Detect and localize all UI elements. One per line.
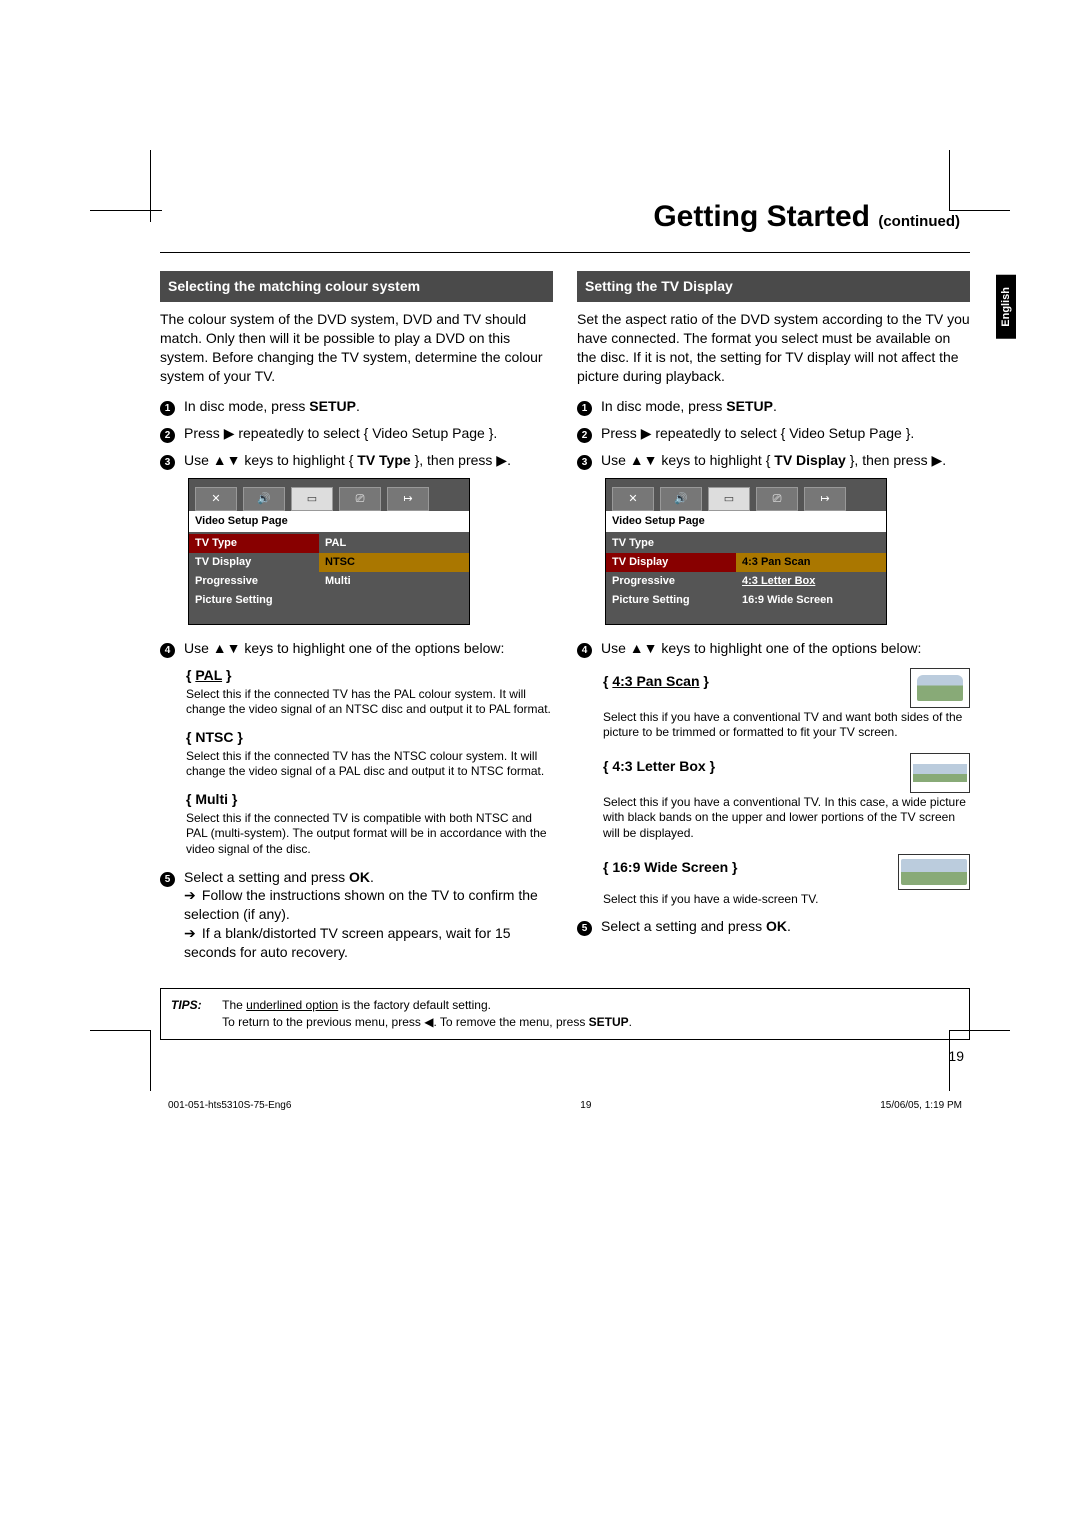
right-opt-letterbox-desc: Select this if you have a conventional T…: [603, 795, 970, 842]
left-opt-pal-desc: Select this if the connected TV has the …: [186, 687, 553, 718]
menu-item: TV Display: [606, 553, 736, 572]
updown-arrow-icon: ▲▼: [630, 640, 658, 656]
menu-value: 4:3 Pan Scan: [736, 553, 886, 572]
right-step-4: Use ▲▼ keys to highlight one of the opti…: [601, 639, 970, 658]
left-opt-ntsc: { NTSC }: [186, 728, 553, 747]
menu-value: 16:9 Wide Screen: [736, 591, 886, 610]
right-arrow-icon: ▶: [224, 425, 235, 441]
right-step-5: Select a setting and press OK.: [601, 917, 970, 936]
menu-tab-audio-icon: 🔊: [660, 487, 702, 511]
left-step-5: Select a setting and press OK. ➔ Follow …: [184, 868, 553, 962]
menu-item: TV Type: [189, 534, 319, 553]
left-menu-header: Video Setup Page: [189, 511, 469, 532]
menu-tab-audio-icon: 🔊: [243, 487, 285, 511]
left-step-3: Use ▲▼ keys to highlight { TV Type }, th…: [184, 451, 553, 470]
letterbox-thumbnail-icon: [910, 753, 970, 793]
right-column: Setting the TV Display Set the aspect ra…: [577, 271, 970, 970]
menu-tab-preference-icon: ⎚: [756, 487, 798, 511]
step-2-bullet: 2: [160, 428, 175, 443]
left-step-4: Use ▲▼ keys to highlight one of the opti…: [184, 639, 553, 658]
panscan-thumbnail-icon: [910, 668, 970, 708]
language-tab: English: [996, 275, 1016, 339]
left-heading: Selecting the matching colour system: [160, 271, 553, 302]
page-number: 19: [160, 1048, 970, 1064]
menu-tab-video-icon: ▭: [291, 487, 333, 511]
step-4-bullet: 4: [160, 643, 175, 658]
footer-right: 15/06/05, 1:19 PM: [880, 1100, 962, 1111]
arrow-icon: ➔: [184, 886, 198, 905]
right-opt-wide: { 16:9 Wide Screen }: [603, 858, 890, 877]
left-step-1: In disc mode, press SETUP.: [184, 397, 553, 416]
title-suffix: (continued): [878, 213, 960, 230]
menu-item: Progressive: [189, 572, 319, 591]
arrow-icon: ➔: [184, 924, 198, 943]
right-menu-header: Video Setup Page: [606, 511, 886, 532]
left-opt-multi-desc: Select this if the connected TV is compa…: [186, 811, 553, 858]
menu-tab-exit-icon: ↦: [387, 487, 429, 511]
left-column: Selecting the matching colour system The…: [160, 271, 553, 970]
menu-item: TV Type: [606, 534, 736, 553]
left-menu-screenshot: ✕ 🔊 ▭ ⎚ ↦ Video Setup Page TV TypePAL TV…: [188, 478, 470, 624]
left-opt-multi: { Multi }: [186, 790, 553, 809]
menu-item: TV Display: [189, 553, 319, 572]
left-intro: The colour system of the DVD system, DVD…: [160, 310, 553, 386]
step-1-bullet: 1: [160, 401, 175, 416]
menu-tab-exit-icon: ↦: [804, 487, 846, 511]
right-intro: Set the aspect ratio of the DVD system a…: [577, 310, 970, 386]
menu-value: NTSC: [319, 553, 469, 572]
menu-value: Multi: [319, 572, 469, 591]
left-opt-pal: { PAL }: [186, 666, 553, 685]
menu-item: Picture Setting: [606, 591, 736, 610]
menu-value: PAL: [319, 534, 469, 553]
right-arrow-icon: ▶: [931, 452, 942, 468]
menu-tab-preference-icon: ⎚: [339, 487, 381, 511]
right-opt-panscan: { 4:3 Pan Scan }: [603, 672, 902, 691]
widescreen-thumbnail-icon: [898, 854, 970, 890]
updown-arrow-icon: ▲▼: [213, 640, 241, 656]
step-1-bullet: 1: [577, 401, 592, 416]
divider: [160, 252, 970, 253]
footer-left: 001-051-hts5310S-75-Eng6: [168, 1100, 291, 1111]
step-3-bullet: 3: [160, 455, 175, 470]
step-4-bullet: 4: [577, 643, 592, 658]
menu-tab-general-icon: ✕: [195, 487, 237, 511]
menu-tab-video-icon: ▭: [708, 487, 750, 511]
right-step-1: In disc mode, press SETUP.: [601, 397, 970, 416]
menu-tab-general-icon: ✕: [612, 487, 654, 511]
right-step-3: Use ▲▼ keys to highlight { TV Display },…: [601, 451, 970, 470]
right-menu-screenshot: ✕ 🔊 ▭ ⎚ ↦ Video Setup Page TV Type TV Di…: [605, 478, 887, 624]
menu-item: Progressive: [606, 572, 736, 591]
step-5-bullet: 5: [577, 921, 592, 936]
menu-item: Picture Setting: [189, 591, 319, 610]
right-opt-letterbox: { 4:3 Letter Box }: [603, 757, 902, 776]
right-heading: Setting the TV Display: [577, 271, 970, 302]
page-title: Getting Started (continued): [160, 200, 960, 234]
title-main: Getting Started: [653, 200, 870, 233]
right-arrow-icon: ▶: [641, 425, 652, 441]
right-arrow-icon: ▶: [496, 452, 507, 468]
footer: 001-051-hts5310S-75-Eng6 19 15/06/05, 1:…: [160, 1100, 970, 1111]
menu-value: 4:3 Letter Box: [736, 572, 886, 591]
tips-box: TIPS: The underlined option is the facto…: [160, 988, 970, 1040]
step-5-bullet: 5: [160, 872, 175, 887]
left-step-2: Press ▶ repeatedly to select { Video Set…: [184, 424, 553, 443]
right-step-2: Press ▶ repeatedly to select { Video Set…: [601, 424, 970, 443]
updown-arrow-icon: ▲▼: [630, 452, 658, 468]
footer-mid: 19: [580, 1100, 591, 1111]
left-opt-ntsc-desc: Select this if the connected TV has the …: [186, 749, 553, 780]
step-2-bullet: 2: [577, 428, 592, 443]
tips-label: TIPS:: [171, 997, 219, 1014]
updown-arrow-icon: ▲▼: [213, 452, 241, 468]
step-3-bullet: 3: [577, 455, 592, 470]
right-opt-panscan-desc: Select this if you have a conventional T…: [603, 710, 970, 741]
right-opt-wide-desc: Select this if you have a wide-screen TV…: [603, 892, 970, 908]
